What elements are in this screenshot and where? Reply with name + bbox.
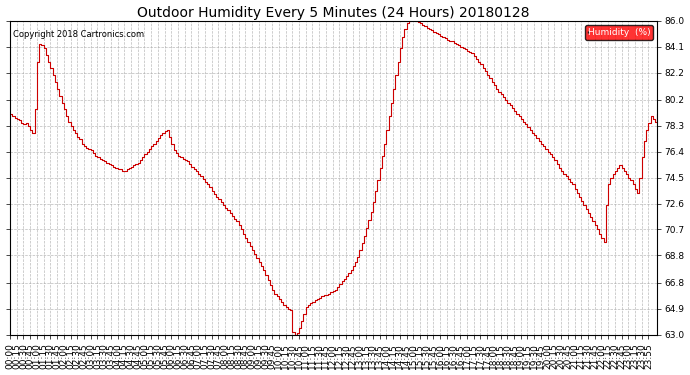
Legend: Humidity  (%): Humidity (%): [585, 25, 653, 40]
Title: Outdoor Humidity Every 5 Minutes (24 Hours) 20180128: Outdoor Humidity Every 5 Minutes (24 Hou…: [137, 6, 530, 20]
Text: Copyright 2018 Cartronics.com: Copyright 2018 Cartronics.com: [13, 30, 144, 39]
